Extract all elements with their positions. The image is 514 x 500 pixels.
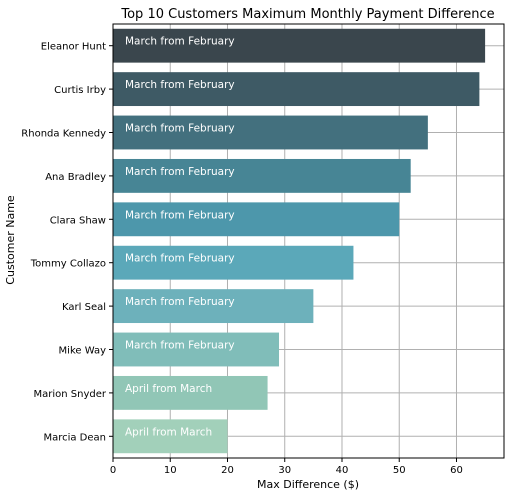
bar-label: March from February — [125, 166, 235, 178]
y-tick-label: Karl Seal — [62, 302, 106, 313]
x-tick-label: 40 — [336, 465, 349, 476]
y-tick-label: Clara Shaw — [50, 215, 106, 226]
bar — [113, 72, 480, 107]
bar-label: March from February — [125, 123, 235, 135]
bar-label: March from February — [125, 340, 235, 352]
bar-label: March from February — [125, 253, 235, 265]
y-tick-label: Ana Bradley — [45, 172, 106, 183]
bar — [113, 158, 411, 193]
bar-labels-layer: March from February March from February Ma… — [125, 36, 235, 439]
plot-frame — [112, 23, 505, 459]
bars-layer — [113, 28, 486, 454]
x-tick-label: 30 — [278, 465, 291, 476]
y-tick-label: Eleanor Hunt — [41, 42, 106, 53]
bar-label: April from March — [125, 383, 212, 395]
chart-title: Top 10 Customers Maximum Monthly Payment… — [120, 7, 494, 22]
bar — [113, 28, 486, 63]
bar-label: March from February — [125, 296, 235, 308]
x-tick-label: 50 — [393, 465, 406, 476]
y-tick-label: Curtis Irby — [54, 85, 106, 96]
x-tick-label: 0 — [110, 465, 116, 476]
bar — [113, 245, 354, 280]
y-axis-ticks: Eleanor Hunt Curtis Irby Rhonda Kennedy Ana… — [21, 42, 113, 443]
x-axis-ticks: 0 10 20 30 40 50 60 — [110, 458, 463, 476]
y-tick-label: Tommy Collazo — [30, 259, 106, 270]
bar — [113, 115, 428, 150]
bar — [113, 289, 314, 324]
bar-label: March from February — [125, 79, 235, 91]
y-tick-label: Rhonda Kennedy — [21, 129, 106, 140]
y-axis-label: Customer Name — [4, 195, 17, 285]
bar — [113, 332, 280, 367]
bar — [113, 419, 228, 454]
bar — [113, 375, 268, 410]
y-tick-label: Marcia Dean — [43, 432, 106, 443]
x-axis-label: Max Difference ($) — [257, 478, 359, 491]
x-tick-label: 20 — [221, 465, 234, 476]
y-tick-label: Marion Snyder — [34, 389, 107, 400]
x-tick-label: 10 — [164, 465, 177, 476]
y-tick-label: Mike Way — [59, 346, 107, 357]
bar-label: March from February — [125, 36, 235, 48]
bar-label: March from February — [125, 209, 235, 221]
x-tick-label: 60 — [450, 465, 463, 476]
bar-label: April from March — [125, 426, 212, 438]
bar — [113, 202, 400, 237]
